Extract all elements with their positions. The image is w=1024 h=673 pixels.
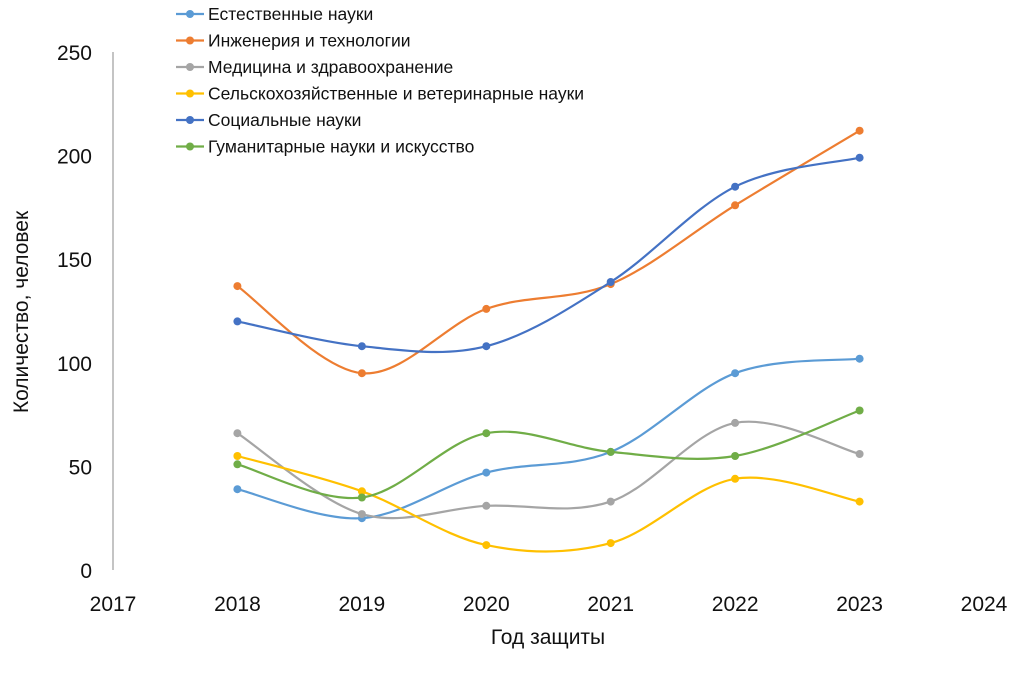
y-tick-labels: 0 50 100 150 200 250 xyxy=(57,42,92,583)
series-line xyxy=(236,420,860,520)
series-социальные-науки xyxy=(233,153,864,354)
series-line xyxy=(237,454,860,553)
data-point xyxy=(233,317,242,326)
legend-marker xyxy=(186,63,194,71)
legend-item: Гуманитарные науки и искусство xyxy=(176,137,474,157)
legend-item: Инженерия и технологии xyxy=(176,31,411,51)
legend: Естественные науки Инженерия и технологии… xyxy=(176,4,584,157)
x-tick-label: 2022 xyxy=(712,593,759,616)
x-tick-label: 2018 xyxy=(214,593,261,616)
x-tick-label: 2021 xyxy=(587,593,634,616)
data-point xyxy=(855,406,864,415)
data-point xyxy=(731,182,740,191)
data-point xyxy=(855,354,864,363)
y-tick-label: 150 xyxy=(57,249,92,272)
data-point xyxy=(357,342,366,351)
x-axis-label: Год защиты xyxy=(491,626,605,649)
legend-item: Медицина и здравоохранение xyxy=(176,57,453,77)
legend-item: Естественные науки xyxy=(176,4,373,24)
data-point xyxy=(855,153,864,162)
legend-label: Социальные науки xyxy=(208,110,361,130)
data-point xyxy=(357,487,366,496)
x-tick-label: 2019 xyxy=(338,593,385,616)
data-point xyxy=(606,539,615,548)
series-line xyxy=(237,357,860,520)
legend-marker xyxy=(186,10,194,18)
data-point xyxy=(482,468,491,477)
series-line xyxy=(237,409,860,500)
series-медицина-и-здравоохранение xyxy=(233,418,864,520)
y-tick-label: 200 xyxy=(57,146,92,169)
data-point xyxy=(233,452,242,460)
legend-marker xyxy=(186,116,194,124)
x-tick-labels: 2017 2018 2019 2020 2021 2022 2023 2024 xyxy=(90,593,1008,616)
data-point xyxy=(482,342,491,351)
data-point xyxy=(357,493,366,502)
y-axis-label: Количество, человек xyxy=(10,210,33,413)
series-инженерия-и-технологии xyxy=(233,126,864,378)
data-point xyxy=(606,447,615,456)
series-line xyxy=(237,156,860,354)
legend-item: Социальные науки xyxy=(176,110,361,130)
legend-label: Гуманитарные науки и искусство xyxy=(208,137,474,157)
legend-label: Медицина и здравоохранение xyxy=(208,57,453,77)
legend-label: Инженерия и технологии xyxy=(208,31,411,51)
legend-marker xyxy=(186,89,194,98)
y-tick-label: 100 xyxy=(57,353,92,376)
x-tick-label: 2024 xyxy=(961,593,1008,616)
series-сельскохозяйственные-и-ветеринарные-науки xyxy=(233,452,864,553)
y-tick-label: 50 xyxy=(69,456,92,479)
data-point xyxy=(731,474,740,483)
data-point xyxy=(731,452,740,460)
y-tick-label: 250 xyxy=(57,42,92,65)
series-layer xyxy=(233,126,864,553)
data-point xyxy=(233,485,242,494)
data-point xyxy=(855,450,864,458)
series-line xyxy=(236,129,861,375)
data-point xyxy=(482,429,491,438)
data-point xyxy=(357,369,366,378)
y-tick-label: 0 xyxy=(80,560,92,583)
data-point xyxy=(731,369,740,378)
data-point xyxy=(606,278,615,286)
data-point xyxy=(855,497,864,506)
legend-label: Сельскохозяйственные и ветеринарные наук… xyxy=(208,84,584,104)
data-point xyxy=(606,497,615,506)
data-point xyxy=(233,429,242,438)
x-tick-label: 2020 xyxy=(463,593,510,616)
data-point xyxy=(482,304,491,313)
series-гуманитарные-науки-и-искусство xyxy=(233,406,864,502)
data-point xyxy=(731,201,740,210)
data-point xyxy=(731,418,740,427)
x-tick-label: 2023 xyxy=(836,593,883,616)
data-point xyxy=(482,541,491,550)
data-point xyxy=(482,501,491,510)
legend-marker xyxy=(186,36,194,45)
data-point xyxy=(357,510,366,519)
legend-label: Естественные науки xyxy=(208,4,373,24)
legend-item: Сельскохозяйственные и ветеринарные наук… xyxy=(176,84,584,104)
data-point xyxy=(855,126,864,135)
data-point xyxy=(233,460,242,469)
data-point xyxy=(233,282,242,291)
legend-marker xyxy=(186,142,194,151)
x-tick-label: 2017 xyxy=(90,593,137,616)
